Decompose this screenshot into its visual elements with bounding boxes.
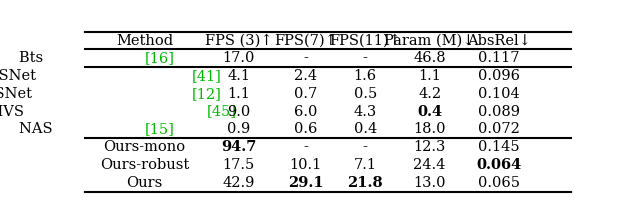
Text: NAS: NAS (19, 122, 58, 136)
Text: 4.1: 4.1 (227, 69, 250, 83)
Text: 0.4: 0.4 (353, 122, 377, 136)
Text: 13.0: 13.0 (413, 176, 446, 190)
Text: [15]: [15] (145, 122, 174, 136)
Text: 0.4: 0.4 (417, 105, 442, 119)
Text: 4.3: 4.3 (353, 105, 377, 119)
Text: 0.065: 0.065 (478, 176, 520, 190)
Text: 17.5: 17.5 (223, 158, 255, 172)
Text: [16]: [16] (145, 51, 175, 65)
Text: Ours-robust: Ours-robust (100, 158, 189, 172)
Text: FPS(7)↑: FPS(7)↑ (275, 34, 337, 48)
Text: Bts: Bts (19, 51, 48, 65)
Text: -: - (363, 140, 367, 154)
Text: 1.1: 1.1 (419, 69, 441, 83)
Text: 12.3: 12.3 (413, 140, 446, 154)
Text: 42.9: 42.9 (223, 176, 255, 190)
Text: 7.1: 7.1 (354, 158, 377, 172)
Text: 4.2: 4.2 (418, 87, 441, 101)
Text: FPS (3)↑: FPS (3)↑ (205, 34, 273, 48)
Text: AbsRel↓: AbsRel↓ (467, 34, 531, 48)
Text: 17.0: 17.0 (223, 51, 255, 65)
Text: [41]: [41] (191, 69, 221, 83)
Text: 0.089: 0.089 (478, 105, 520, 119)
Text: [45]: [45] (207, 105, 237, 119)
Text: 0.072: 0.072 (478, 122, 520, 136)
Text: 21.8: 21.8 (348, 176, 383, 190)
Text: 1.1: 1.1 (227, 87, 250, 101)
Text: 10.1: 10.1 (289, 158, 322, 172)
Text: 24.4: 24.4 (413, 158, 446, 172)
Text: 2.4: 2.4 (294, 69, 317, 83)
Text: 0.6: 0.6 (294, 122, 317, 136)
Text: 94.7: 94.7 (221, 140, 257, 154)
Text: Ours: Ours (126, 176, 163, 190)
Text: -: - (303, 140, 308, 154)
Text: -: - (363, 51, 367, 65)
Text: -: - (303, 51, 308, 65)
Text: Ours-mono: Ours-mono (104, 140, 186, 154)
Text: 0.9: 0.9 (227, 122, 250, 136)
Text: 0.7: 0.7 (294, 87, 317, 101)
Text: 29.1: 29.1 (288, 176, 323, 190)
Text: 0.104: 0.104 (478, 87, 520, 101)
Text: 1.6: 1.6 (354, 69, 377, 83)
Text: 46.8: 46.8 (413, 51, 446, 65)
Text: FPS(11)↑: FPS(11)↑ (329, 34, 401, 48)
Text: 0.064: 0.064 (477, 158, 522, 172)
Text: 0.145: 0.145 (478, 140, 520, 154)
Text: Param (M)↓: Param (M)↓ (385, 34, 475, 48)
Text: 0.117: 0.117 (478, 51, 520, 65)
Text: 6.0: 6.0 (294, 105, 317, 119)
Text: DPSNet: DPSNet (0, 87, 36, 101)
Text: Method: Method (116, 34, 173, 48)
Text: [12]: [12] (191, 87, 221, 101)
Text: MVSNet: MVSNet (0, 69, 40, 83)
Text: 9.0: 9.0 (227, 105, 250, 119)
Text: FastMVS: FastMVS (0, 105, 29, 119)
Text: 0.096: 0.096 (478, 69, 520, 83)
Text: 18.0: 18.0 (413, 122, 446, 136)
Text: 0.5: 0.5 (353, 87, 377, 101)
